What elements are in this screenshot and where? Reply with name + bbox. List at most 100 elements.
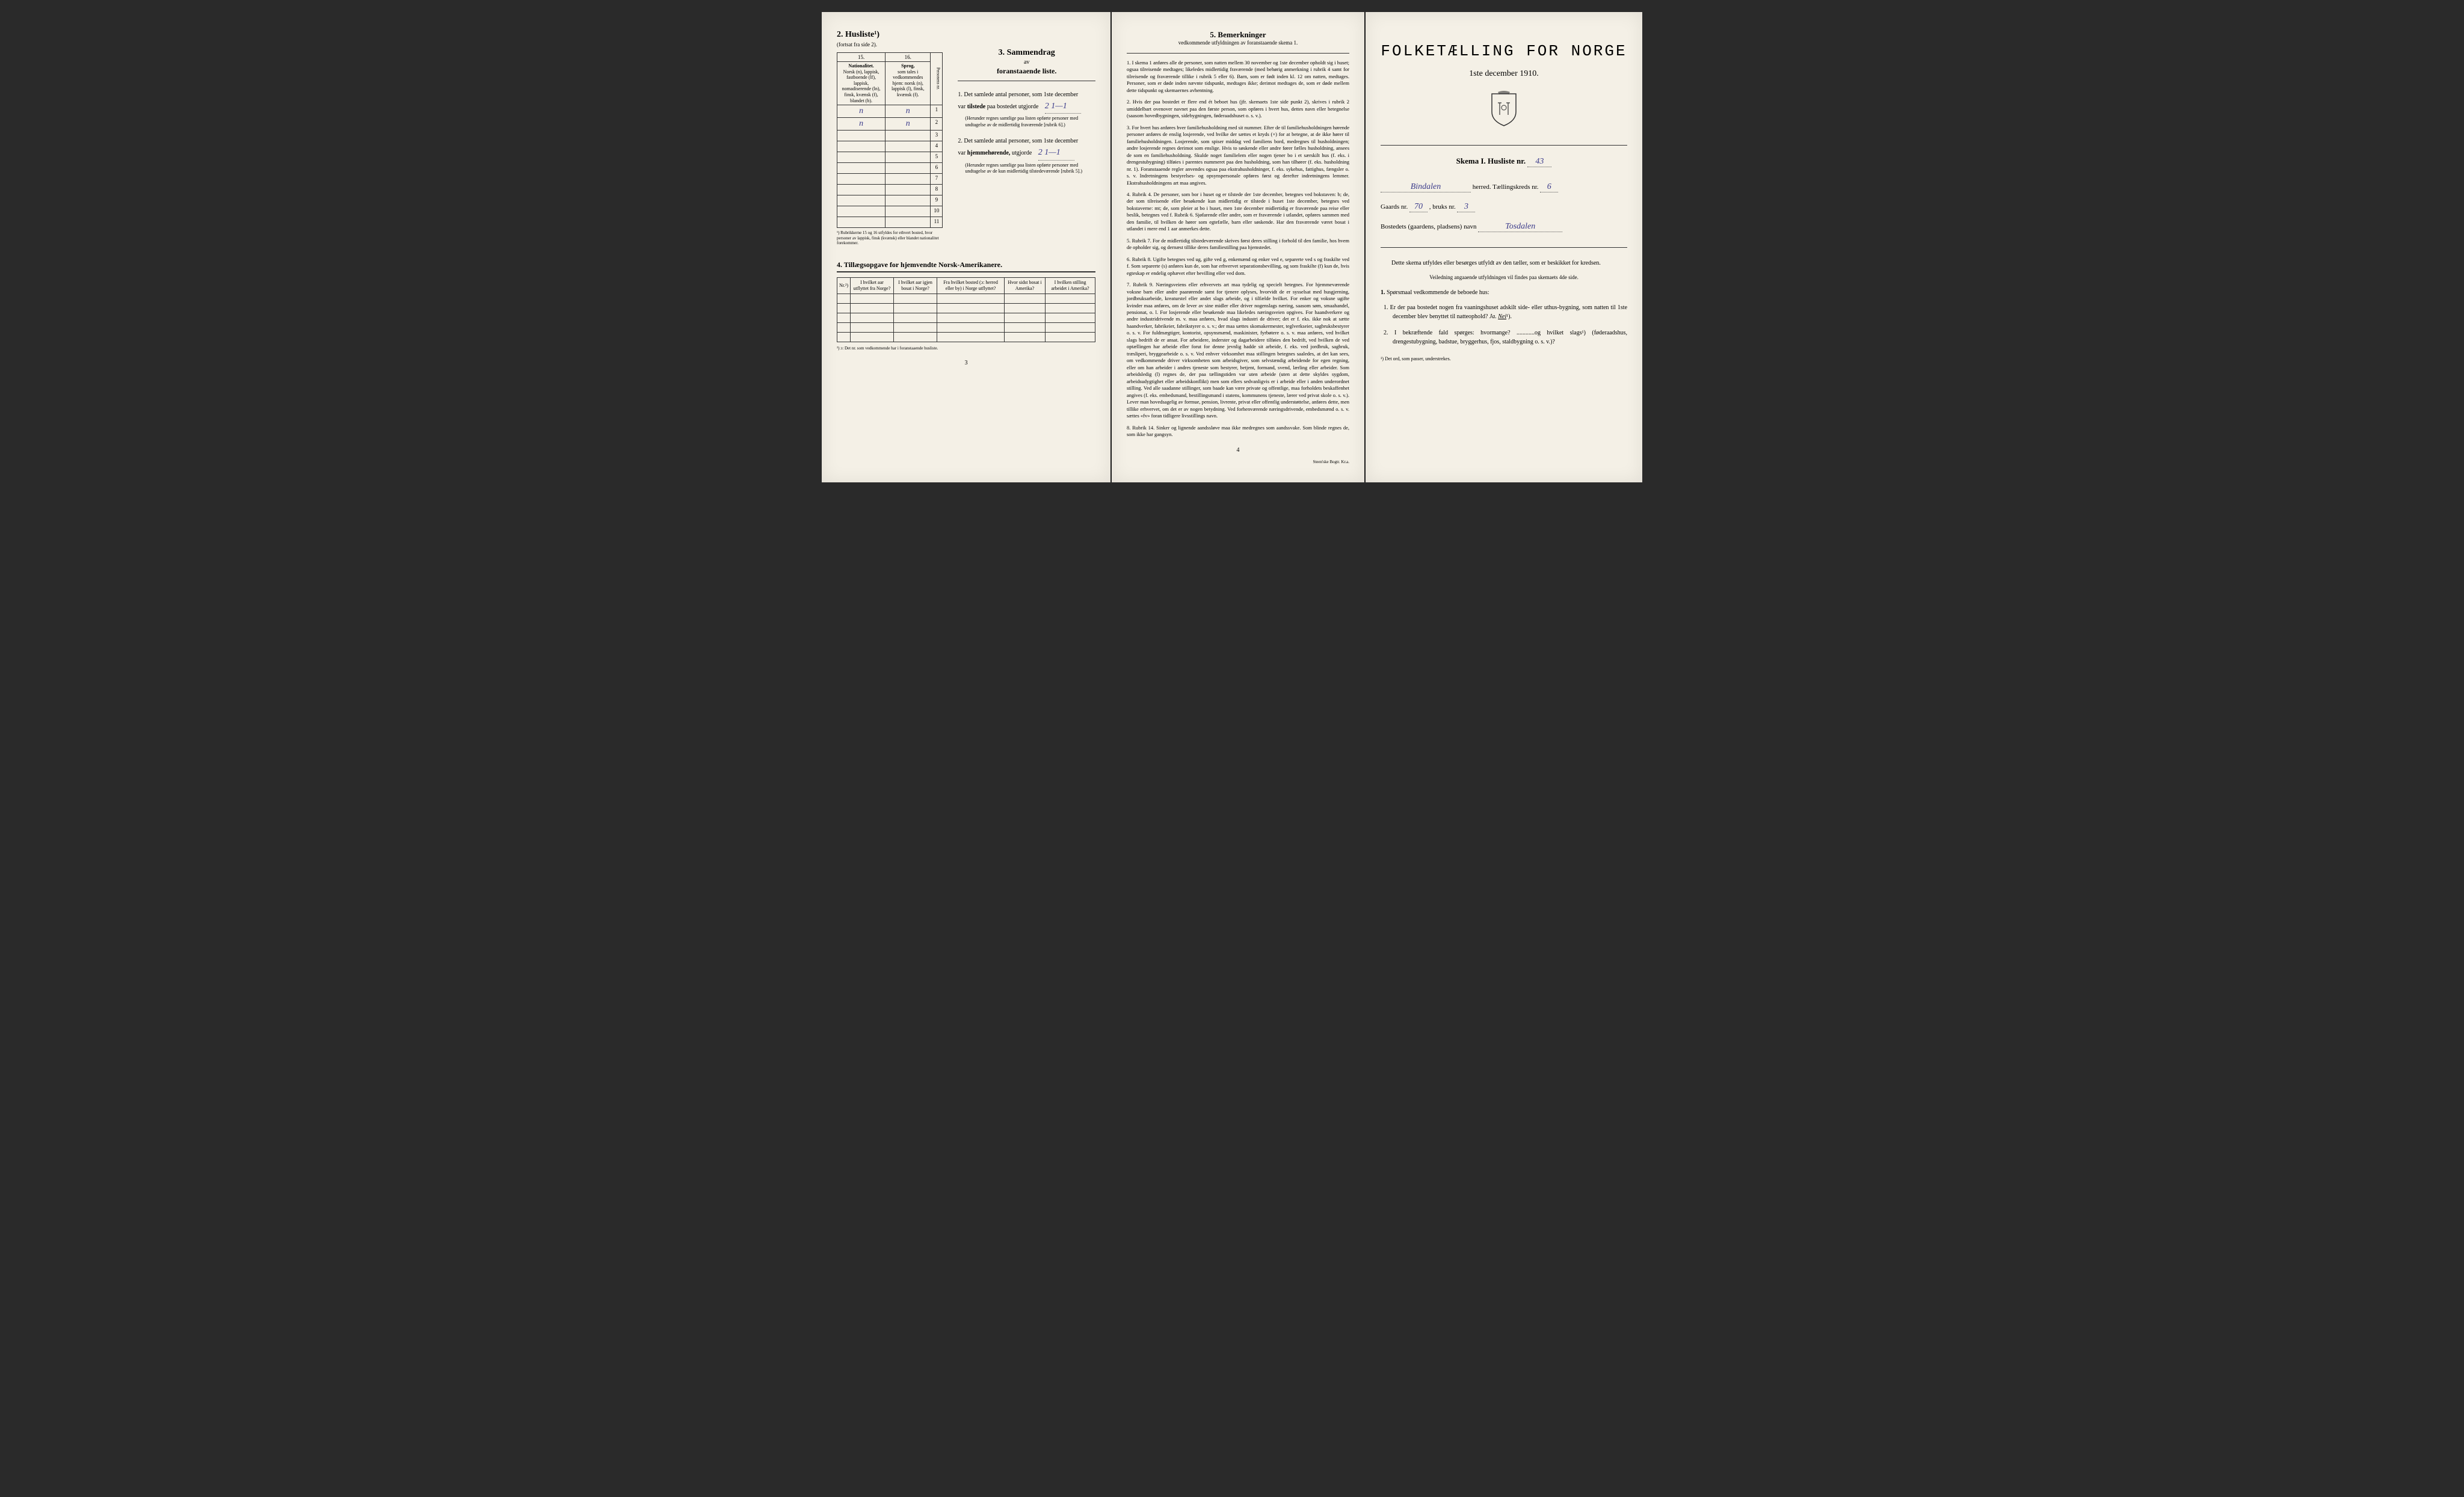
main-title: FOLKETÆLLING FOR NORGE bbox=[1381, 42, 1627, 60]
cell-c15: n bbox=[859, 119, 863, 128]
item1-var: var bbox=[958, 103, 966, 110]
item2-hjem: hjemmehørende, bbox=[967, 150, 1011, 156]
item2-note: (Herunder regnes samtlige paa listen opf… bbox=[958, 162, 1095, 175]
item1-num: 1. bbox=[958, 91, 962, 98]
q2-num: 2. bbox=[1384, 330, 1388, 336]
tillaeg-cell bbox=[1046, 294, 1095, 303]
bemerk-item-text: Rubrik 7. For de midlertidig tilstedevær… bbox=[1127, 238, 1349, 250]
col15-header: Nationalitet. bbox=[848, 63, 873, 69]
tillaeg-cell bbox=[1004, 294, 1045, 303]
col15-detail: Norsk (n), lappisk, fastboende (lf), lap… bbox=[842, 69, 881, 103]
tillaeg-cell bbox=[837, 313, 851, 322]
tillaeg-cell bbox=[1046, 303, 1095, 313]
bruks-nr: 3 bbox=[1464, 202, 1468, 211]
tillaeg-cell bbox=[893, 332, 937, 342]
item1-rest: paa bostedet utgjorde bbox=[987, 103, 1039, 110]
footnote-p3: ¹) Det ord, som passer, understrekes. bbox=[1381, 355, 1627, 363]
bemerk-item-text: Rubrik 4. De personer, som bor i huset o… bbox=[1127, 191, 1349, 232]
q-header: Spørsmaal vedkommende de beboede hus: bbox=[1387, 289, 1489, 296]
tillaeg-row bbox=[837, 294, 1095, 303]
col-15-num: 15. bbox=[837, 53, 886, 62]
herred-line: Bindalen herred. Tællingskreds nr. 6 bbox=[1381, 182, 1627, 192]
tillaeg-title: 4. Tillægsopgave for hjemvendte Norsk-Am… bbox=[837, 260, 1095, 272]
cell-c16: n bbox=[906, 119, 910, 128]
husliste-row: 7 bbox=[837, 174, 943, 185]
bemerk-item-text: I skema 1 anføres alle de personer, som … bbox=[1127, 60, 1349, 93]
bosted-line: Bostedets (gaardens, pladsens) navn Tosd… bbox=[1381, 222, 1627, 232]
tillaeg-cell bbox=[893, 313, 937, 322]
row-num: 8 bbox=[931, 185, 943, 195]
instructions: Dette skema utfyldes eller besørges utfy… bbox=[1381, 259, 1627, 363]
bemerk-item-num: 2. bbox=[1127, 99, 1130, 105]
tillaeg-col-header: I hvilket aar igjen bosat i Norge? bbox=[893, 278, 937, 294]
tillaeg-cell bbox=[837, 332, 851, 342]
printer-credit: Steen'ske Bogtr. Kr.a. bbox=[1127, 460, 1349, 464]
bemerk-num: 5. bbox=[1210, 30, 1216, 39]
tillaeg-cell bbox=[893, 322, 937, 332]
census-document: 2. Husliste¹) (fortsat fra side 2). 15. … bbox=[822, 12, 1642, 482]
tillaeg-row bbox=[837, 313, 1095, 322]
tillaeg-cell bbox=[1046, 322, 1095, 332]
bemerk-item: 5. Rubrik 7. For de midlertidig tilstede… bbox=[1127, 238, 1349, 251]
bemerk-item-num: 6. bbox=[1127, 256, 1130, 262]
bemerk-item: 6. Rubrik 8. Ugifte betegnes ved ug, gif… bbox=[1127, 256, 1349, 277]
bemerk-item-text: For hvert hus anføres hver familiehushol… bbox=[1127, 124, 1349, 186]
page-number-4: 4 bbox=[1127, 447, 1349, 453]
bemerk-item: 8. Rubrik 14. Sinker og lignende aandssl… bbox=[1127, 425, 1349, 438]
row-num: 5 bbox=[931, 152, 943, 163]
tillaeg-cell bbox=[937, 294, 1005, 303]
cell-c15: n bbox=[859, 106, 863, 115]
tillaeg-section: 4. Tillægsopgave for hjemvendte Norsk-Am… bbox=[837, 260, 1095, 351]
sammendrag-num: 3. bbox=[999, 48, 1005, 57]
bemerk-item-text: Rubrik 8. Ugifte betegnes ved ug, gifte … bbox=[1127, 256, 1349, 276]
tillaeg-cell bbox=[893, 303, 937, 313]
skema-label: Skema I. Husliste nr. bbox=[1456, 156, 1526, 165]
q2-text: I bekræftende fald spørges: hvormange? .… bbox=[1393, 330, 1627, 345]
bemerk-item-text: Hvis der paa bostedet er flere end ét be… bbox=[1127, 99, 1349, 118]
husliste-nr: 43 bbox=[1535, 157, 1544, 166]
tillaeg-col-header: Hvor sidst bosat i Amerika? bbox=[1004, 278, 1045, 294]
husliste-title: 2. Husliste¹) bbox=[837, 30, 943, 40]
cell-c16: n bbox=[906, 106, 910, 115]
tillaeg-cell bbox=[851, 303, 894, 313]
row-num: 11 bbox=[931, 217, 943, 228]
row-num: 6 bbox=[931, 163, 943, 174]
tillaeg-cell bbox=[851, 294, 894, 303]
tillaeg-cell bbox=[1004, 332, 1045, 342]
tillaeg-row bbox=[837, 303, 1095, 313]
page-3: 2. Husliste¹) (fortsat fra side 2). 15. … bbox=[822, 12, 1110, 482]
husliste-row: 5 bbox=[837, 152, 943, 163]
q-header-num: 1. bbox=[1381, 289, 1385, 296]
item2-var: var bbox=[958, 150, 966, 156]
bemerk-subtitle: vedkommende utfyldningen av foranstaaend… bbox=[1127, 40, 1349, 46]
item1-text: Det samlede antal personer, som 1ste dec… bbox=[964, 91, 1078, 98]
item2-value: 2 1—1 bbox=[1038, 148, 1061, 157]
tillaeg-cell bbox=[837, 303, 851, 313]
tillaeg-cell bbox=[837, 322, 851, 332]
page-number-3: 3 bbox=[837, 360, 1095, 366]
tillaeg-col-header: Fra hvilket bosted (ɔ: herred eller by) … bbox=[937, 278, 1005, 294]
tillaeg-col-header: Nr.²) bbox=[837, 278, 851, 294]
tillaeg-cell bbox=[1046, 332, 1095, 342]
husliste-row: nn2 bbox=[837, 118, 943, 131]
bemerk-item-text: Rubrik 9. Næringsveiens eller erhvervets… bbox=[1127, 281, 1349, 419]
coat-of-arms-icon bbox=[1381, 91, 1627, 130]
kreds-nr: 6 bbox=[1547, 182, 1551, 191]
q1-sup: ¹). bbox=[1506, 313, 1512, 320]
col16-detail: som tales i vedkommendes hjem: norsk (n)… bbox=[892, 69, 925, 97]
bemerk-item-num: 4. bbox=[1127, 191, 1130, 197]
instr-p1: Dette skema utfyldes eller besørges utfy… bbox=[1381, 259, 1627, 268]
item1-note: (Herunder regnes samtlige paa listen opf… bbox=[958, 115, 1095, 128]
husliste-row: 6 bbox=[837, 163, 943, 174]
tillaeg-footnote: ²) ɔ: Det nr. som vedkommende har i fora… bbox=[837, 346, 1095, 351]
item1-value: 2 1—1 bbox=[1045, 102, 1067, 111]
husliste-table: 15. 16. Personens nr. Nationalitet. Nors… bbox=[837, 52, 943, 228]
item2-num: 2. bbox=[958, 138, 962, 144]
page-4: 5. Bemerkninger vedkommende utfyldningen… bbox=[1112, 12, 1364, 482]
cover-page: FOLKETÆLLING FOR NORGE 1ste december 191… bbox=[1366, 12, 1642, 482]
bemerk-item-num: 5. bbox=[1127, 238, 1130, 244]
tillaeg-cell bbox=[1004, 303, 1045, 313]
sammendrag-heading: Sammendrag bbox=[1007, 48, 1055, 57]
col-16-num: 16. bbox=[886, 53, 931, 62]
row-num: 10 bbox=[931, 206, 943, 217]
